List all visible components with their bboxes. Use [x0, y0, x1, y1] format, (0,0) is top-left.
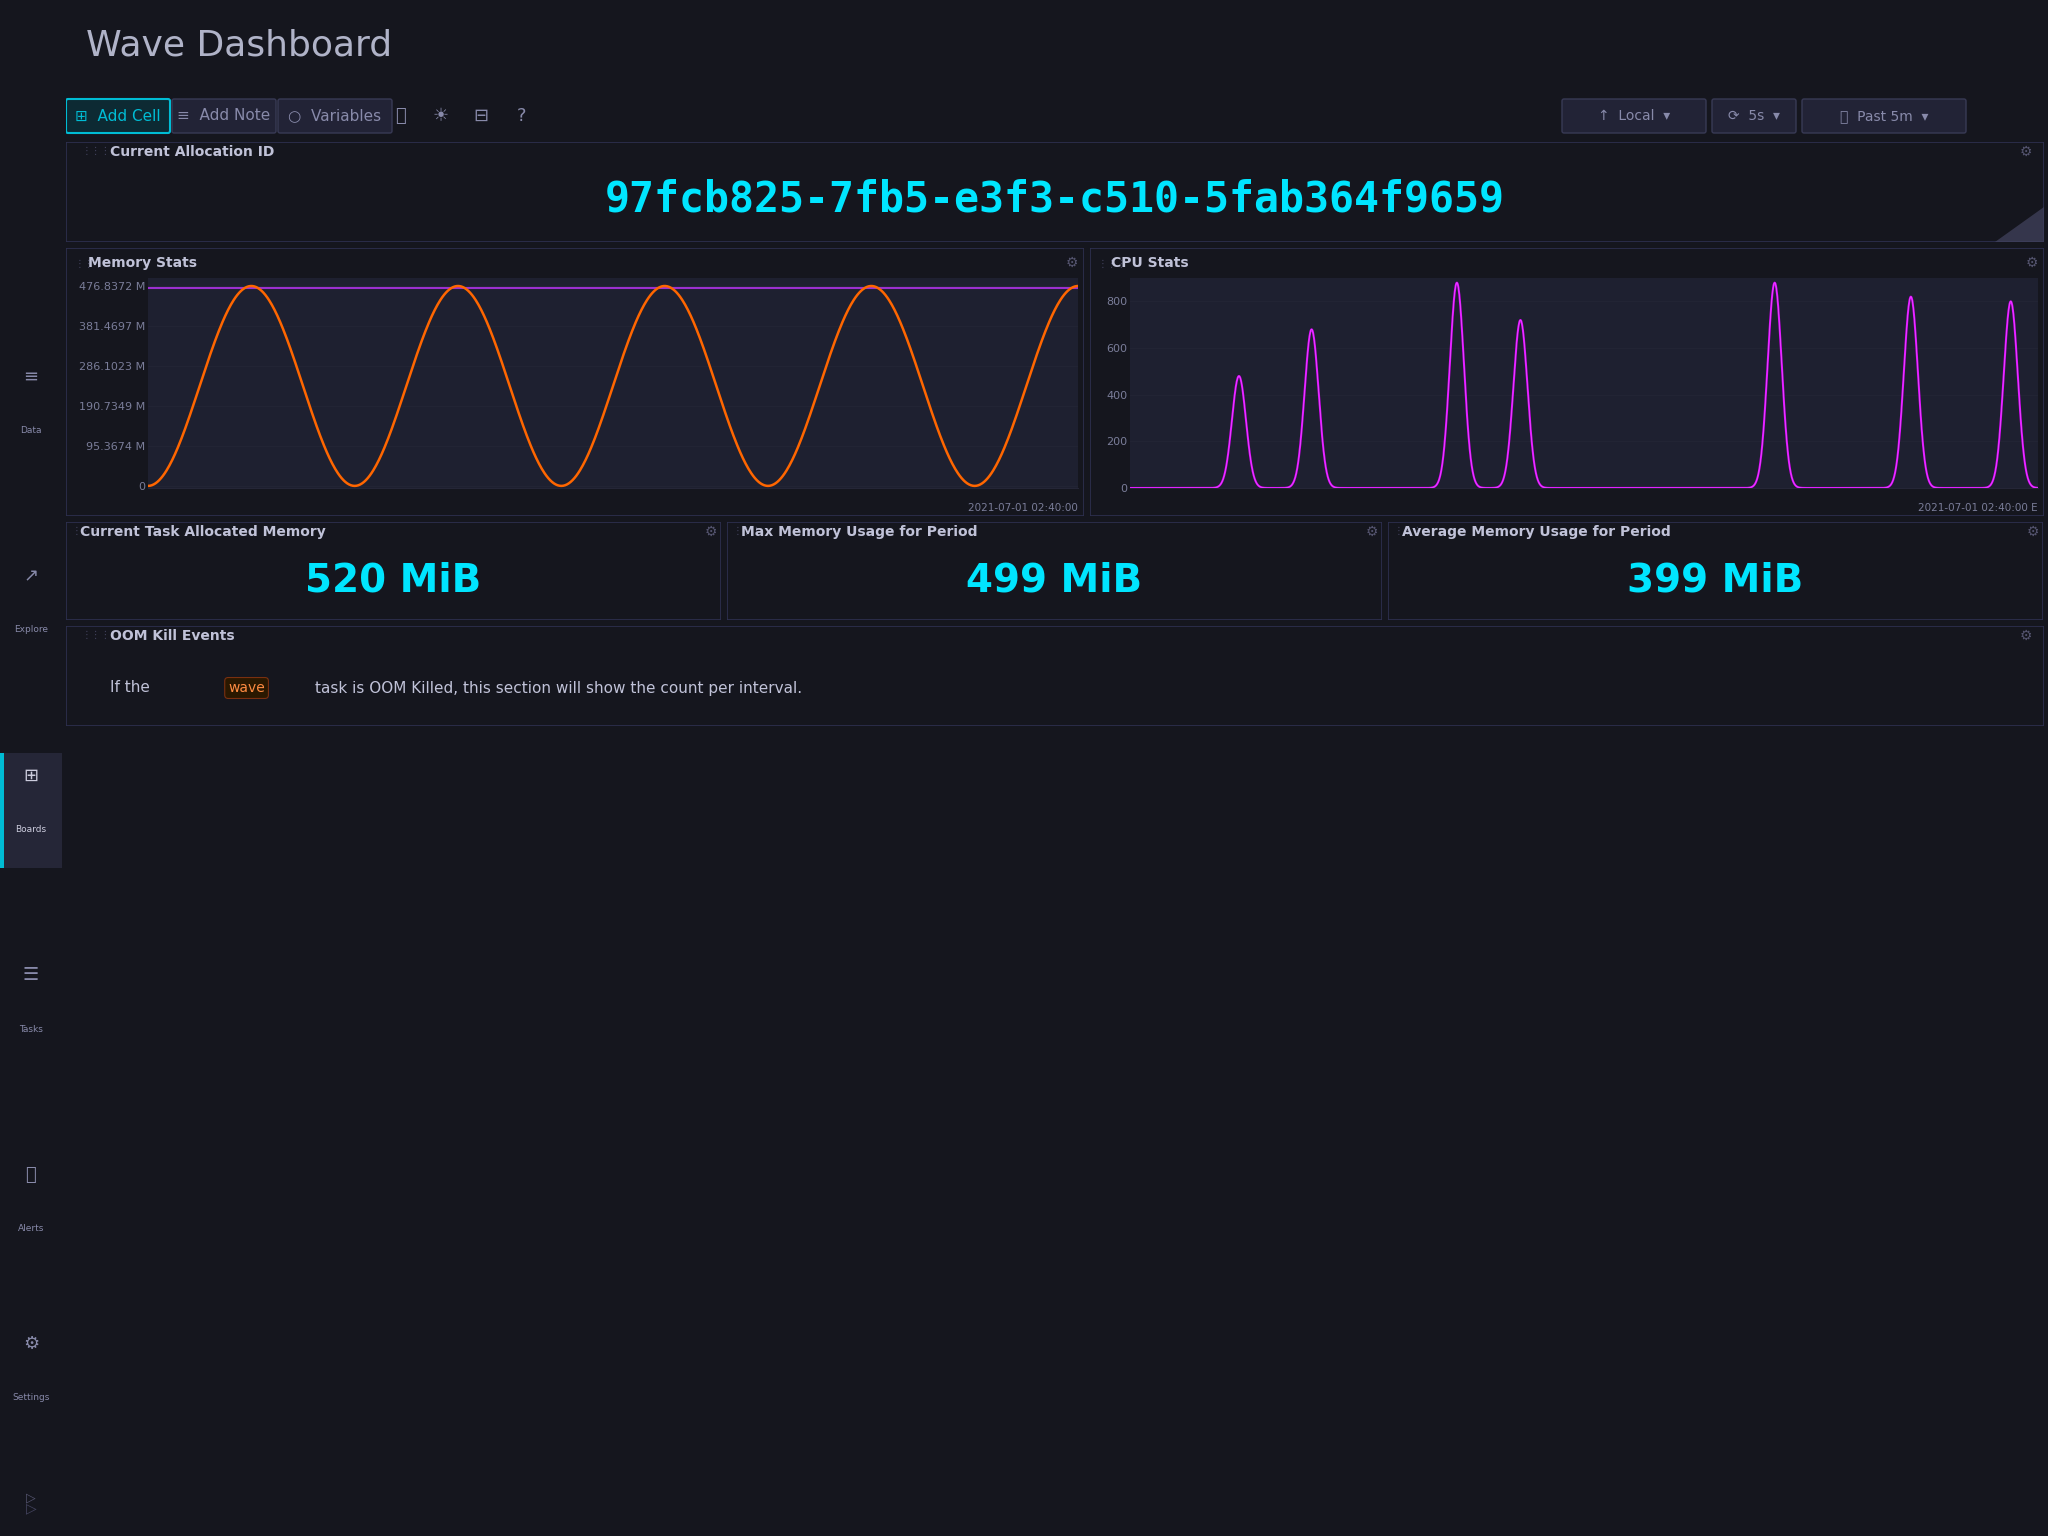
- Text: 2021-07-01 02:40:00 E: 2021-07-01 02:40:00 E: [1919, 502, 2038, 513]
- Text: 520 MiB: 520 MiB: [305, 562, 481, 599]
- Text: ☰: ☰: [23, 966, 39, 985]
- FancyBboxPatch shape: [172, 98, 276, 134]
- Text: task is OOM Killed, this section will show the count per interval.: task is OOM Killed, this section will sh…: [315, 680, 803, 696]
- Text: ⋮⋮⋮: ⋮⋮⋮: [72, 525, 100, 536]
- Text: ▷: ▷: [27, 1491, 35, 1504]
- Text: Max Memory Usage for Period: Max Memory Usage for Period: [741, 525, 977, 539]
- Text: ⚙: ⚙: [2028, 525, 2040, 539]
- Text: ⊞  Add Cell: ⊞ Add Cell: [76, 109, 162, 123]
- Text: ⚙: ⚙: [705, 525, 717, 539]
- Text: ⟳  5s  ▾: ⟳ 5s ▾: [1729, 109, 1780, 123]
- FancyBboxPatch shape: [66, 98, 170, 134]
- Text: Data: Data: [20, 425, 41, 435]
- Text: ↗: ↗: [23, 567, 39, 585]
- Text: ⊞: ⊞: [23, 766, 39, 785]
- Text: ⋮⋮⋮: ⋮⋮⋮: [733, 525, 762, 536]
- Text: Alerts: Alerts: [18, 1224, 45, 1233]
- Text: ⚙: ⚙: [2019, 630, 2032, 644]
- FancyBboxPatch shape: [1712, 98, 1796, 134]
- Text: 399 MiB: 399 MiB: [1628, 562, 1804, 599]
- Text: ≡  Add Note: ≡ Add Note: [178, 109, 270, 123]
- FancyBboxPatch shape: [1802, 98, 1966, 134]
- Text: 🌙: 🌙: [395, 108, 406, 124]
- Text: ⚙: ⚙: [1366, 525, 1378, 539]
- Text: ⚙: ⚙: [23, 1335, 39, 1353]
- Text: Memory Stats: Memory Stats: [88, 257, 197, 270]
- Bar: [0, 753, 4, 868]
- Text: ⚙: ⚙: [2019, 144, 2032, 160]
- Text: Settings: Settings: [12, 1393, 49, 1402]
- Text: ⋮⋮⋮: ⋮⋮⋮: [74, 258, 102, 269]
- Text: 🕐  Past 5m  ▾: 🕐 Past 5m ▾: [1839, 109, 1929, 123]
- Text: ≡: ≡: [23, 367, 39, 386]
- Text: Wave Dashboard: Wave Dashboard: [86, 28, 391, 61]
- FancyBboxPatch shape: [279, 98, 391, 134]
- Text: Explore: Explore: [14, 625, 47, 634]
- Text: Current Task Allocated Memory: Current Task Allocated Memory: [80, 525, 326, 539]
- Polygon shape: [1995, 207, 2044, 243]
- Text: ⋮⋮⋮: ⋮⋮⋮: [82, 146, 111, 157]
- Text: wave: wave: [227, 680, 264, 694]
- Text: 🔔: 🔔: [27, 1166, 37, 1184]
- Text: Tasks: Tasks: [18, 1025, 43, 1034]
- Text: Current Allocation ID: Current Allocation ID: [109, 144, 274, 160]
- Text: CPU Stats: CPU Stats: [1110, 257, 1188, 270]
- Text: 2021-07-01 02:40:00: 2021-07-01 02:40:00: [969, 502, 1077, 513]
- Text: ⚙: ⚙: [1065, 257, 1077, 270]
- Text: If the: If the: [109, 680, 150, 696]
- Text: ⋮⋮⋮: ⋮⋮⋮: [1393, 525, 1423, 536]
- Text: ⚙: ⚙: [2025, 257, 2038, 270]
- Text: ?: ?: [516, 108, 526, 124]
- Text: ⊟: ⊟: [473, 108, 489, 124]
- Text: Boards: Boards: [16, 825, 47, 834]
- Text: ▷: ▷: [27, 1501, 37, 1514]
- Text: OOM Kill Events: OOM Kill Events: [109, 630, 233, 644]
- Bar: [0, 753, 61, 868]
- Text: ☀: ☀: [432, 108, 449, 124]
- Text: ○  Variables: ○ Variables: [289, 109, 381, 123]
- Text: 97fcb825-7fb5-e3f3-c510-5fab364f9659: 97fcb825-7fb5-e3f3-c510-5fab364f9659: [604, 180, 1505, 221]
- Text: ⋮⋮⋮: ⋮⋮⋮: [1098, 258, 1126, 269]
- Text: Average Memory Usage for Period: Average Memory Usage for Period: [1403, 525, 1671, 539]
- Text: ⋮⋮⋮: ⋮⋮⋮: [82, 630, 111, 641]
- Text: ↑  Local  ▾: ↑ Local ▾: [1597, 109, 1669, 123]
- FancyBboxPatch shape: [1563, 98, 1706, 134]
- Text: 499 MiB: 499 MiB: [967, 562, 1143, 599]
